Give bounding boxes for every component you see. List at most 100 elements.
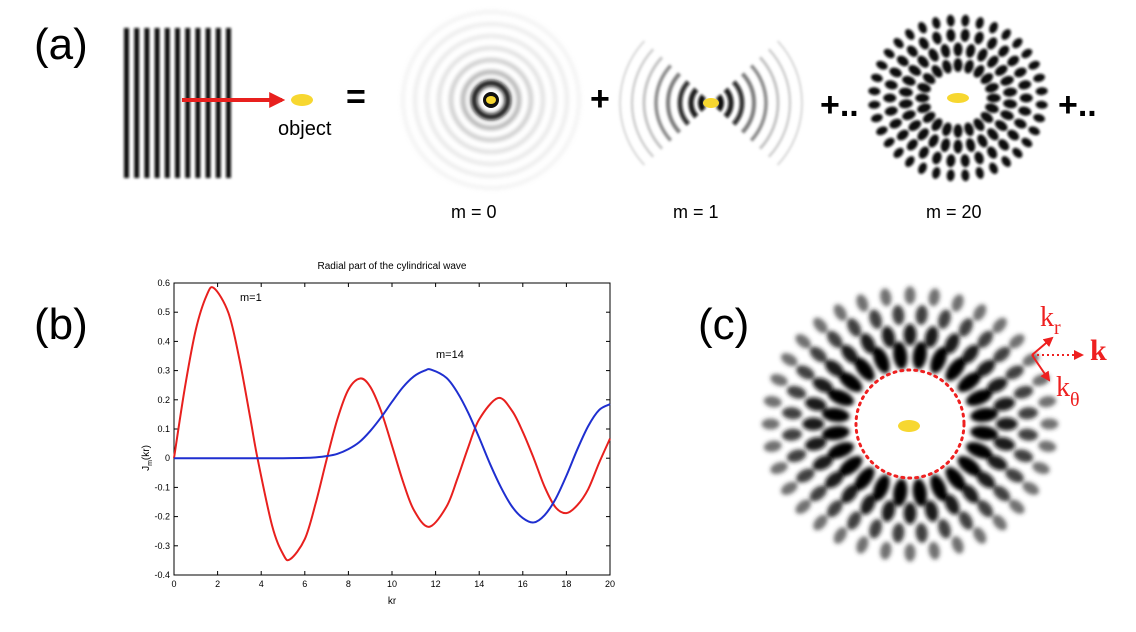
lobe-dot bbox=[796, 468, 815, 483]
lobe-dot bbox=[965, 442, 993, 459]
y-tick-label: 0.2 bbox=[157, 395, 170, 405]
lobe-dot bbox=[924, 500, 939, 522]
y-tick-label: 0.5 bbox=[157, 307, 170, 317]
lobe-dot bbox=[872, 346, 890, 374]
lobe-dot bbox=[915, 93, 930, 103]
lobe-dot bbox=[1001, 156, 1011, 167]
lobe-dot bbox=[945, 466, 966, 491]
object-label: object bbox=[278, 118, 332, 140]
series-line-m=1 bbox=[173, 286, 611, 562]
lobe-dot bbox=[782, 428, 802, 441]
lobe-dot bbox=[826, 330, 843, 349]
lobe-dot bbox=[809, 485, 827, 502]
lobe-dot bbox=[1007, 55, 1020, 67]
stripe bbox=[215, 28, 221, 178]
wave-arc bbox=[698, 94, 707, 112]
object-marker-m0 bbox=[486, 96, 496, 104]
x-tick-label: 20 bbox=[605, 579, 615, 589]
wave-arc bbox=[776, 40, 803, 166]
lobe-dot bbox=[964, 122, 974, 137]
lobe-dot bbox=[1014, 67, 1027, 78]
lobe-dot bbox=[965, 44, 976, 58]
wave-arc bbox=[731, 80, 745, 126]
plus-sign-2: +.. bbox=[820, 86, 859, 124]
lobe-dot bbox=[989, 162, 998, 175]
lobe-dot bbox=[1005, 365, 1024, 380]
lobe-dot bbox=[786, 449, 807, 463]
lobe-dot bbox=[795, 334, 811, 349]
lobe-dot bbox=[898, 87, 913, 97]
lobe-dot bbox=[928, 134, 939, 148]
wave-arc bbox=[619, 40, 646, 166]
lobe-dot bbox=[970, 407, 999, 423]
lobe-dot bbox=[892, 522, 905, 543]
x-tick-label: 0 bbox=[171, 579, 176, 589]
lobe-dot bbox=[883, 48, 895, 59]
lobe-dot bbox=[1028, 126, 1040, 136]
lobe-dot bbox=[893, 478, 908, 507]
lobe-dot bbox=[905, 29, 915, 40]
lobe-dot bbox=[884, 80, 898, 90]
y-tick-label: -0.4 bbox=[154, 570, 170, 580]
lobe-dot bbox=[883, 137, 895, 148]
lobe-dot bbox=[960, 28, 970, 42]
lobe-dot bbox=[931, 118, 943, 131]
stripe bbox=[226, 28, 231, 178]
lobe-dot bbox=[985, 83, 999, 93]
lobe-dot bbox=[931, 65, 943, 78]
lobe-dot bbox=[915, 305, 928, 326]
lobe-dot bbox=[1012, 38, 1023, 49]
lobe-dot bbox=[812, 455, 834, 471]
lobe-dot bbox=[986, 455, 1008, 471]
lobe-dot bbox=[993, 485, 1011, 502]
lobe-dot bbox=[881, 500, 896, 522]
lobe-dot bbox=[965, 389, 993, 406]
lobe-dot bbox=[838, 455, 863, 477]
lobe-dot bbox=[841, 484, 859, 504]
plot-area bbox=[173, 282, 611, 576]
lobe-dot bbox=[781, 481, 798, 495]
mode-m20-pattern bbox=[868, 14, 1048, 182]
wave-arc bbox=[630, 48, 655, 158]
x-axis-ticks: 0 2 4 6 8 10 12 14 16 18 20 bbox=[171, 283, 615, 589]
lobe-dot bbox=[977, 134, 988, 148]
lobe-dot bbox=[930, 346, 948, 374]
ktheta-arrow bbox=[1031, 354, 1051, 382]
lobe-dot bbox=[973, 65, 985, 78]
lobe-dot bbox=[905, 156, 915, 167]
lobe-dot bbox=[1021, 48, 1033, 59]
y-tick-label: -0.2 bbox=[154, 512, 170, 522]
lobe-dot bbox=[763, 440, 782, 452]
lobe-dot bbox=[928, 288, 940, 307]
lobe-dot bbox=[770, 461, 788, 475]
lobe-dot bbox=[802, 417, 825, 431]
lobe-dot bbox=[1021, 137, 1033, 148]
lobe-dot bbox=[896, 55, 909, 67]
wave-arc bbox=[715, 94, 724, 112]
lobe-dot bbox=[854, 466, 875, 491]
lobe-dot bbox=[932, 17, 941, 29]
lobe-dot bbox=[872, 474, 890, 502]
lobe-dot bbox=[860, 494, 876, 515]
chart-title: Radial part of the cylindrical wave bbox=[318, 261, 467, 272]
lobe-dot bbox=[975, 17, 984, 29]
lobe-dot bbox=[976, 471, 996, 489]
x-tick-label: 16 bbox=[518, 579, 528, 589]
lobe-dot bbox=[973, 304, 987, 321]
lobe-dot bbox=[1040, 418, 1059, 430]
lobe-dot bbox=[961, 484, 979, 504]
boundary-circle bbox=[854, 368, 966, 480]
lobe-dot bbox=[918, 37, 929, 50]
lobe-dot bbox=[987, 128, 999, 141]
lobe-dot bbox=[821, 425, 850, 441]
lobe-dot bbox=[960, 154, 970, 168]
x-tick-label: 2 bbox=[215, 579, 220, 589]
lobe-dot bbox=[961, 14, 970, 27]
lobe-dot bbox=[906, 139, 918, 151]
x-tick-label: 6 bbox=[302, 579, 307, 589]
lobe-dot bbox=[786, 385, 807, 399]
lobe-dot bbox=[958, 318, 973, 337]
lobe-dot bbox=[937, 519, 951, 539]
lobe-dot bbox=[992, 317, 1007, 334]
wave-arc bbox=[688, 87, 699, 119]
